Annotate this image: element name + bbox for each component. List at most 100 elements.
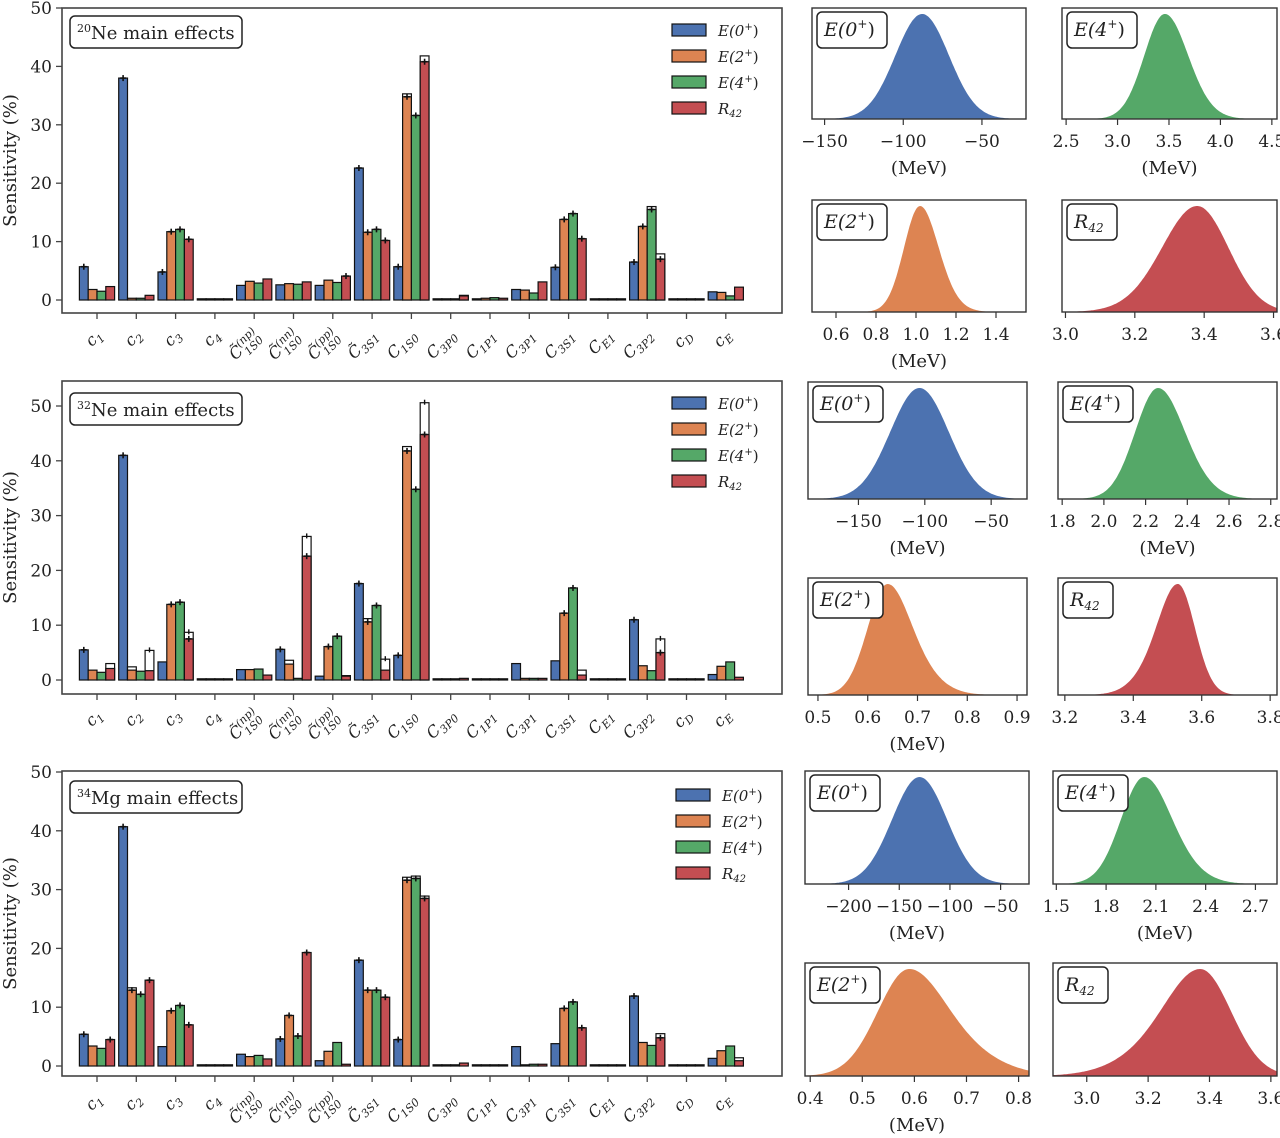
x-tick-label: cD — [669, 1089, 697, 1117]
x-tick-label: C̃(nn)1S0 — [263, 1089, 305, 1131]
bar-e0 — [550, 1043, 561, 1067]
legend-label: E(0+) — [717, 22, 759, 40]
panel-title-box — [69, 392, 243, 426]
x-tick-label: C̃(np)1S0 — [224, 325, 266, 367]
x-tick-label: c1 — [81, 705, 108, 732]
x-tick-label: −150 — [876, 897, 923, 917]
histogram-label-box — [812, 385, 884, 423]
histogram-label: E(4+) — [1073, 17, 1125, 41]
bar-r42 — [144, 294, 155, 301]
bar-e0 — [393, 654, 404, 681]
bar-e4 — [214, 298, 225, 301]
legend-swatch-r42 — [671, 474, 707, 488]
bar-e4 — [253, 1054, 264, 1067]
bar-e0 — [628, 995, 639, 1067]
x-axis-label: (MeV) — [1137, 923, 1193, 944]
x-tick-label: 4.5 — [1258, 132, 1280, 152]
histogram-label-box — [816, 11, 888, 49]
bar-e0 — [511, 288, 522, 301]
bar-e0 — [353, 167, 364, 301]
bar-r42 — [105, 667, 116, 681]
bar-e2 — [244, 668, 255, 681]
x-tick-label: 2.8 — [1257, 512, 1280, 532]
histogram-label: E(0+) — [819, 391, 871, 415]
x-tick-label: 3.0 — [1073, 1089, 1100, 1109]
x-tick-label: −50 — [964, 132, 1000, 152]
x-tick-label: CE1 — [584, 325, 619, 360]
x-tick-label: 2.5 — [1053, 132, 1080, 152]
histogram-frame — [1057, 577, 1278, 696]
bar-r42 — [616, 1064, 627, 1067]
legend: E(0+) E(2+) E(4+) R42 — [675, 787, 763, 885]
histogram-label: R42 — [1064, 974, 1095, 998]
x-tick-label: C̃(nn)1S0 — [263, 705, 305, 747]
bar-r42 — [144, 979, 155, 1067]
histogram-panel-2: 2.5 3.0 3.5 4.0 4.5 (MeV) E(4+) — [1053, 7, 1280, 179]
histogram-frame — [811, 199, 1027, 313]
bar-r42 — [301, 555, 312, 681]
bar-e2 — [284, 1014, 295, 1067]
bar-e2 — [166, 603, 177, 681]
bar-e0 — [353, 959, 364, 1067]
x-tick-label: C3S1 — [540, 705, 579, 744]
bar-e0 — [511, 662, 522, 681]
legend-label: E(0+) — [717, 395, 759, 413]
histogram-panel-4: 3.0 3.2 3.4 3.6 R42 — [1052, 199, 1280, 345]
bar-e0 — [628, 261, 639, 301]
legend-label: R42 — [717, 100, 742, 120]
bar-e4 — [135, 670, 146, 681]
bar-r42 — [576, 1027, 587, 1067]
bar-e2 — [362, 989, 373, 1067]
bar-e2 — [284, 663, 295, 681]
bar-e4 — [175, 1004, 186, 1067]
legend-label: E(4+) — [717, 74, 759, 92]
bar-e4 — [685, 298, 696, 301]
x-tick-label: C1P1 — [462, 325, 501, 364]
y-tick-label: 20 — [30, 561, 52, 581]
bar-e4 — [253, 282, 264, 301]
bar-r42 — [733, 286, 744, 301]
bar-e4 — [175, 601, 186, 681]
histogram-label: E(2+) — [823, 209, 875, 233]
x-tick-label: C1P1 — [462, 705, 501, 744]
bar-e2 — [559, 218, 570, 301]
bar-e4 — [450, 678, 461, 681]
bar-e4 — [607, 678, 618, 681]
bar-e2 — [441, 678, 452, 681]
bar-e4 — [175, 228, 186, 301]
x-tick-label: 1.8 — [1049, 512, 1076, 532]
bar-e0 — [589, 1064, 600, 1067]
x-tick-label: 1.0 — [902, 325, 929, 345]
x-tick-label: C3P0 — [422, 1089, 461, 1128]
bar-e0 — [236, 668, 247, 681]
bar-e0 — [589, 298, 600, 301]
bar-e2 — [87, 669, 98, 681]
histogram-label-box — [1062, 385, 1134, 423]
x-tick-label: c4 — [199, 1089, 226, 1116]
bar-e2 — [598, 298, 609, 301]
bar-e4 — [96, 290, 107, 301]
bar-e2 — [559, 612, 570, 681]
histogram-area — [1062, 206, 1277, 312]
y-tick-label: 20 — [30, 939, 52, 959]
histogram-label-box — [812, 581, 884, 619]
bar-e0 — [314, 675, 325, 681]
bar-e2 — [244, 280, 255, 301]
legend-label: E(0+) — [721, 787, 763, 805]
x-tick-label: C̃(pp)1S0 — [303, 1089, 345, 1131]
bar-r42 — [341, 675, 352, 681]
x-tick-label: 0.6 — [822, 325, 849, 345]
x-tick-label: 3.4 — [1120, 708, 1147, 728]
bar-e4 — [332, 281, 343, 301]
y-tick-label: 40 — [30, 452, 52, 472]
x-tick-label: C̃(nn)1S0 — [263, 325, 305, 367]
bar-e4 — [725, 295, 736, 301]
histogram-label-box — [1066, 11, 1138, 49]
x-tick-label: 3.5 — [1155, 132, 1182, 152]
histogram-area — [808, 584, 1027, 695]
bar-e4 — [685, 1064, 696, 1067]
bar-e4 — [96, 671, 107, 681]
bar-e0 — [393, 266, 404, 301]
bar-e2 — [87, 1045, 98, 1067]
x-tick-label: 3.0 — [1052, 325, 1079, 345]
